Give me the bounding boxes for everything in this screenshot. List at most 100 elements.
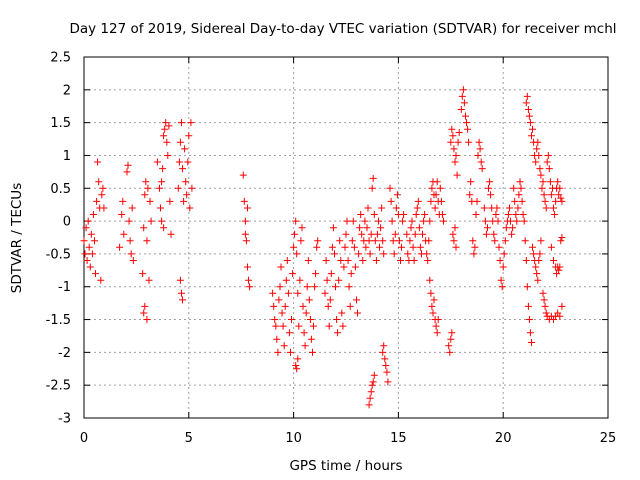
data-point-plus [179,296,186,304]
data-point-plus [446,348,454,356]
data-point-plus [180,197,188,205]
data-point-plus [274,348,282,356]
data-point-plus [538,184,546,192]
data-point-plus [118,211,126,218]
data-point-plus [524,302,532,310]
data-point-plus [183,191,191,199]
data-point-plus [178,119,185,127]
data-point-plus [309,348,316,356]
data-point-plus [301,342,309,350]
data-point-plus [302,309,310,317]
data-point-plus [419,230,426,238]
data-point-plus [496,257,504,264]
data-point-plus [464,125,472,133]
data-point-plus [323,276,331,284]
data-point-plus [82,224,90,232]
data-point-plus [534,138,542,146]
data-point-plus [557,237,565,245]
x-tick-label: 20 [495,431,512,446]
data-point-plus [126,237,134,245]
data-point-plus [392,204,400,212]
data-point-plus [187,119,195,127]
data-point-plus [500,250,508,258]
data-point-plus [462,112,469,120]
data-point-plus [471,243,479,251]
data-point-plus [91,237,98,245]
data-point-plus [486,178,494,186]
data-point-plus [537,171,545,179]
data-point-plus [164,152,172,159]
data-point-plus [448,329,456,337]
data-point-plus [470,250,478,258]
data-point-plus [331,250,338,258]
data-point-plus [125,217,133,225]
data-point-plus [281,302,289,310]
data-point-plus [390,250,398,258]
data-point-plus [375,217,382,225]
data-point-plus [508,230,516,238]
data-point-plus [411,230,419,238]
data-point-plus [469,237,477,245]
data-point-plus [127,250,135,258]
x-tick-label: 10 [285,431,302,446]
data-point-plus [143,237,151,245]
data-point-plus [297,237,305,245]
data-point-plus [93,197,101,205]
x-tick-labels: 0 5 10 15 20 25 [80,431,616,446]
data-point-plus [420,217,428,225]
data-point-plus [299,302,307,310]
data-point-plus [298,224,306,232]
data-point-plus [92,270,99,278]
data-point-plus [552,197,560,205]
data-point-plus [541,197,549,205]
data-point-plus [129,257,137,264]
data-point-plus [332,283,339,291]
data-point-plus [80,237,88,245]
data-point-plus [438,211,446,218]
data-point-plus [239,171,247,179]
data-point-plus [397,257,404,264]
y-tick-label: 2.5 [50,51,71,66]
data-point-plus [306,316,314,323]
data-point-plus [514,204,522,212]
data-point-plus [371,237,379,245]
data-point-plus [452,243,460,251]
data-point-plus [414,197,422,205]
data-point-plus [304,257,312,264]
data-point-plus [525,316,533,323]
x-tick-label: 15 [390,431,407,446]
data-point-plus [276,283,284,291]
data-point-plus [335,276,343,284]
data-point-plus [245,276,252,284]
x-axis-label: GPS time / hours [289,458,402,474]
data-point-plus [166,197,174,205]
data-point-plus [143,316,151,323]
data-point-plus [144,184,152,192]
data-point-plus [409,243,417,251]
data-point-plus [370,211,378,218]
data-point-plus [156,184,163,192]
data-point-plus [241,230,249,238]
data-point-plus [529,125,536,133]
y-tick-label: 1.5 [50,116,71,131]
data-point-plus [391,230,399,238]
data-point-plus [342,230,350,238]
data-point-plus [362,243,370,251]
data-point-plus [382,362,390,369]
data-point-plus [176,276,184,284]
data-point-plus [555,266,563,274]
data-point-plus [432,322,440,330]
data-point-plus [141,302,149,310]
data-point-plus [501,237,509,245]
data-point-plus [334,329,342,337]
data-point-plus [142,178,150,186]
data-point-plus [429,309,437,317]
data-point-plus [436,184,444,192]
data-point-plus [244,204,251,212]
data-point-plus [346,302,354,310]
data-point-plus [519,211,527,218]
data-point-plus [370,371,378,379]
data-point-plus [368,184,376,192]
data-point-plus [465,138,473,146]
data-point-plus [367,230,375,238]
